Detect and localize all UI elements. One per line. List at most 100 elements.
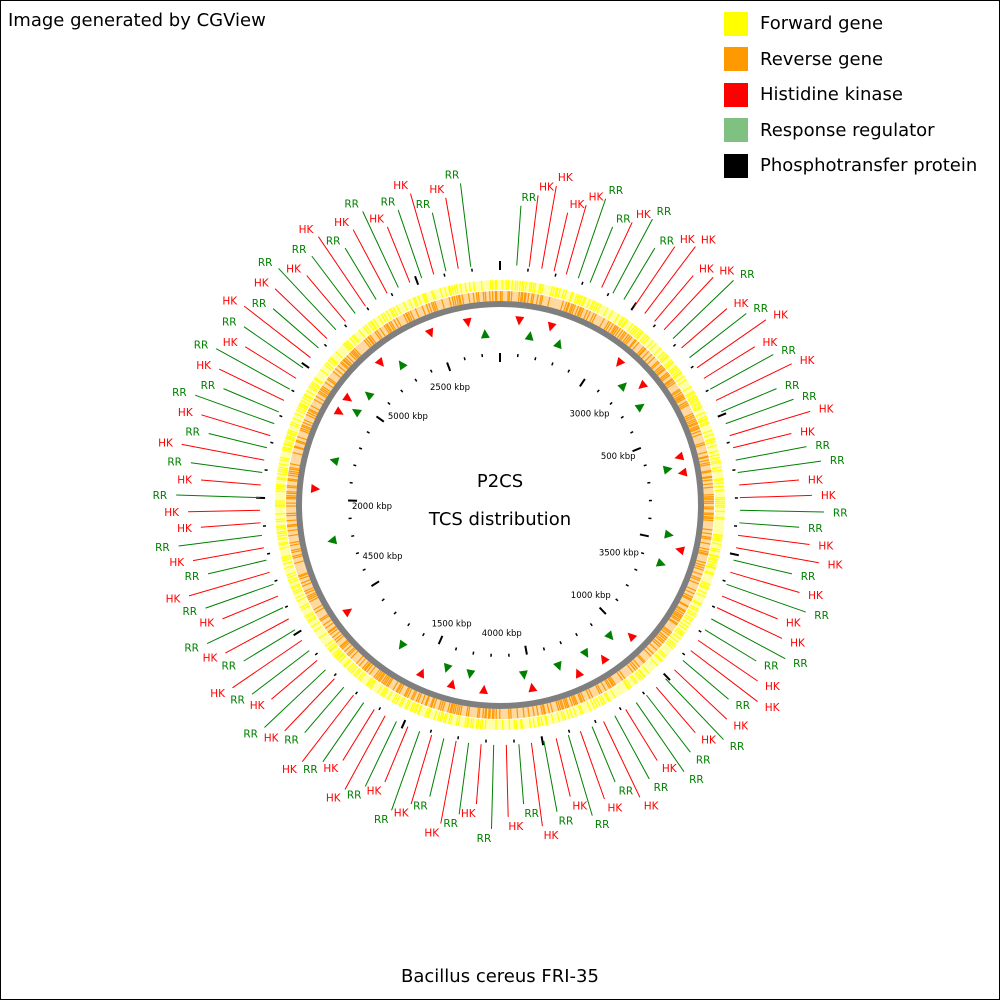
hk-label: HK bbox=[326, 792, 342, 804]
reverse-gene-mark bbox=[292, 553, 303, 558]
reverse-gene-mark bbox=[638, 348, 647, 357]
outer-scale-tick bbox=[682, 652, 686, 656]
forward-gene-mark bbox=[343, 342, 352, 351]
hk-label: HK bbox=[699, 264, 715, 276]
forward-gene-mark bbox=[414, 703, 420, 714]
reverse-gene-mark bbox=[403, 687, 410, 697]
forward-gene-mark bbox=[676, 627, 686, 634]
reverse-gene-mark bbox=[294, 560, 304, 565]
rr-label: RR bbox=[616, 214, 631, 226]
forward-gene-mark bbox=[367, 322, 375, 332]
forward-gene-mark bbox=[402, 301, 409, 312]
histidine-kinase-marker bbox=[342, 608, 353, 618]
reverse-gene-mark bbox=[628, 338, 636, 348]
forward-gene-mark bbox=[700, 422, 710, 428]
forward-gene-mark bbox=[327, 359, 337, 367]
forward-gene-mark bbox=[459, 283, 463, 294]
forward-gene-mark bbox=[658, 649, 668, 657]
histidine-kinase-marker bbox=[462, 317, 472, 328]
rr-label: RR bbox=[303, 764, 318, 776]
reverse-gene-mark bbox=[300, 427, 310, 433]
hk-label: HK bbox=[539, 181, 555, 193]
hk-leader-line bbox=[739, 494, 812, 499]
forward-gene-mark bbox=[295, 409, 306, 415]
reverse-gene-mark bbox=[313, 398, 323, 405]
forward-gene-mark bbox=[412, 297, 418, 307]
reverse-gene-mark bbox=[698, 549, 709, 553]
hk-label: HK bbox=[210, 688, 226, 700]
forward-gene-mark bbox=[654, 653, 663, 662]
forward-gene-mark bbox=[313, 378, 323, 385]
reverse-gene-mark bbox=[289, 543, 300, 547]
forward-gene-mark bbox=[299, 402, 309, 408]
reverse-gene-mark bbox=[655, 636, 664, 644]
hk-label: HK bbox=[169, 557, 185, 569]
reverse-gene-mark bbox=[699, 546, 710, 551]
forward-gene-mark bbox=[276, 532, 287, 535]
reverse-gene-mark bbox=[685, 589, 695, 595]
forward-gene-mark bbox=[690, 401, 701, 407]
reverse-gene-mark bbox=[376, 671, 383, 681]
reverse-gene-mark bbox=[522, 707, 525, 718]
hk-leader-line bbox=[681, 308, 728, 349]
reverse-gene-mark bbox=[645, 646, 654, 655]
reverse-gene-mark bbox=[676, 605, 687, 612]
rr-leader-line bbox=[208, 432, 268, 449]
reverse-gene-mark bbox=[644, 353, 653, 362]
reverse-gene-mark bbox=[587, 688, 594, 699]
forward-gene-mark bbox=[342, 343, 351, 352]
legend-label: Phosphotransfer protein bbox=[760, 155, 978, 177]
rr-leader-line bbox=[543, 740, 558, 812]
hk-leader-line bbox=[696, 319, 767, 369]
forward-gene-mark bbox=[444, 713, 448, 724]
inner-scale-tick bbox=[353, 464, 357, 467]
reverse-gene-mark bbox=[531, 293, 535, 304]
histidine-kinase-marker bbox=[333, 406, 344, 415]
forward-gene-mark bbox=[382, 312, 389, 322]
outer-scale-tick bbox=[354, 691, 358, 695]
legend-label: Response regulator bbox=[760, 119, 935, 141]
reverse-gene-mark bbox=[692, 433, 703, 438]
forward-gene-mark bbox=[714, 485, 725, 488]
forward-gene-mark bbox=[276, 526, 287, 529]
rr-label: RR bbox=[609, 185, 624, 197]
rr-label: RR bbox=[155, 542, 170, 554]
forward-gene-mark bbox=[705, 438, 716, 443]
rr-leader-line bbox=[458, 742, 470, 815]
reverse-gene-mark bbox=[557, 700, 562, 711]
reverse-gene-mark bbox=[656, 634, 666, 643]
hk-label: HK bbox=[282, 764, 298, 776]
forward-gene-mark bbox=[588, 300, 595, 310]
rr-label: RR bbox=[753, 303, 768, 315]
reverse-gene-mark bbox=[286, 490, 297, 493]
forward-gene-mark bbox=[581, 296, 587, 307]
hk-label: HK bbox=[719, 266, 735, 278]
forward-gene-mark bbox=[373, 318, 380, 328]
rr-label: RR bbox=[559, 816, 574, 828]
reverse-gene-mark bbox=[701, 471, 712, 474]
forward-gene-mark bbox=[304, 611, 314, 618]
forward-gene-mark bbox=[568, 708, 574, 719]
reverse-gene-mark bbox=[664, 378, 674, 386]
forward-gene-mark bbox=[307, 616, 317, 623]
forward-gene-mark bbox=[702, 429, 713, 435]
scale-label: 2500 kbp bbox=[430, 383, 470, 393]
reverse-gene-mark bbox=[532, 706, 535, 717]
reverse-gene-mark bbox=[429, 697, 435, 708]
reverse-gene-mark bbox=[530, 293, 533, 304]
reverse-gene-mark bbox=[670, 615, 680, 623]
outer-scale-tick bbox=[726, 441, 730, 444]
reverse-gene-mark bbox=[392, 681, 399, 691]
rr-leader-line bbox=[243, 326, 304, 369]
rr-label: RR bbox=[735, 700, 750, 712]
reverse-gene-mark bbox=[620, 332, 628, 341]
forward-gene-mark bbox=[663, 359, 673, 367]
hk-leader-line bbox=[655, 686, 696, 734]
forward-gene-mark bbox=[440, 712, 445, 723]
forward-gene-mark bbox=[556, 712, 561, 723]
forward-gene-mark bbox=[679, 621, 690, 629]
forward-gene-mark bbox=[275, 485, 286, 488]
reverse-gene-mark bbox=[350, 650, 359, 659]
center-subtitle: TCS distribution bbox=[428, 509, 571, 530]
reverse-gene-mark bbox=[541, 704, 545, 715]
